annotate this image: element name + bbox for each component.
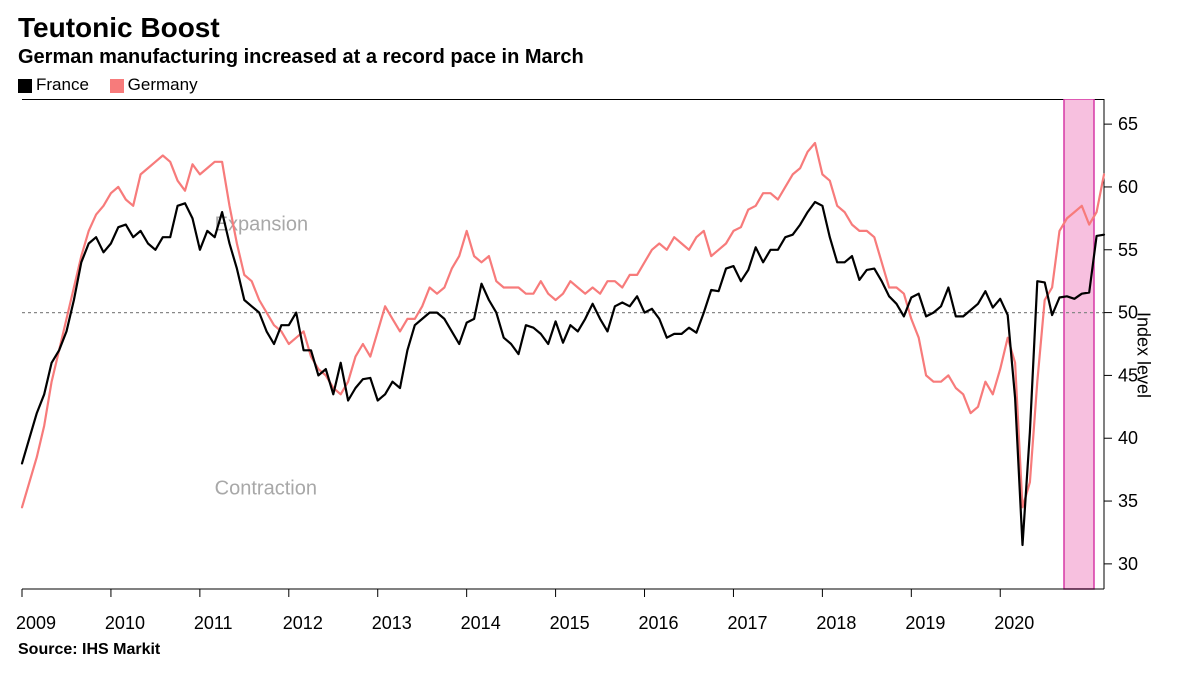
- svg-text:35: 35: [1118, 491, 1138, 511]
- x-tick-label: 2018: [816, 613, 856, 634]
- svg-text:55: 55: [1118, 240, 1138, 260]
- legend-item-france: France: [18, 75, 94, 94]
- svg-text:Contraction: Contraction: [215, 477, 317, 499]
- legend-label-france: France: [36, 75, 89, 94]
- svg-text:Expansion: Expansion: [215, 214, 308, 236]
- svg-text:30: 30: [1118, 554, 1138, 574]
- x-tick-label: 2017: [727, 613, 767, 634]
- chart-area: 3035404550556065ExpansionContraction Ind…: [18, 99, 1182, 611]
- x-tick-label: 2013: [372, 613, 412, 634]
- svg-text:60: 60: [1118, 177, 1138, 197]
- chart-subtitle: German manufacturing increased at a reco…: [18, 46, 1182, 69]
- x-tick-label: 2011: [194, 613, 233, 634]
- x-tick-label: 2019: [905, 613, 945, 634]
- x-tick-label: 2012: [283, 613, 323, 634]
- y-axis-label: Index level: [1132, 312, 1153, 398]
- x-tick-label: 2015: [550, 613, 590, 634]
- legend-item-germany: Germany: [110, 75, 198, 94]
- chart-svg: 3035404550556065ExpansionContraction: [18, 99, 1182, 611]
- svg-text:65: 65: [1118, 114, 1138, 134]
- x-tick-label: 2009: [16, 613, 56, 634]
- series-france: [22, 202, 1104, 545]
- chart-title: Teutonic Boost: [18, 12, 1182, 44]
- svg-text:40: 40: [1118, 428, 1138, 448]
- legend-swatch-germany: [110, 79, 124, 93]
- source-attribution: Source: IHS Markit: [18, 641, 1182, 659]
- x-tick-label: 2020: [994, 613, 1034, 634]
- legend-label-germany: Germany: [128, 75, 198, 94]
- legend-swatch-france: [18, 79, 32, 93]
- x-axis-labels: 2009 2010 2011 2012 2013 2014 2015 2016 2017 2018…: [18, 613, 1098, 635]
- x-tick-label: 2014: [461, 613, 501, 634]
- legend: France Germany: [18, 75, 1182, 95]
- x-tick-label: 2016: [639, 613, 679, 634]
- x-tick-label: 2010: [105, 613, 145, 634]
- series-germany: [22, 143, 1104, 507]
